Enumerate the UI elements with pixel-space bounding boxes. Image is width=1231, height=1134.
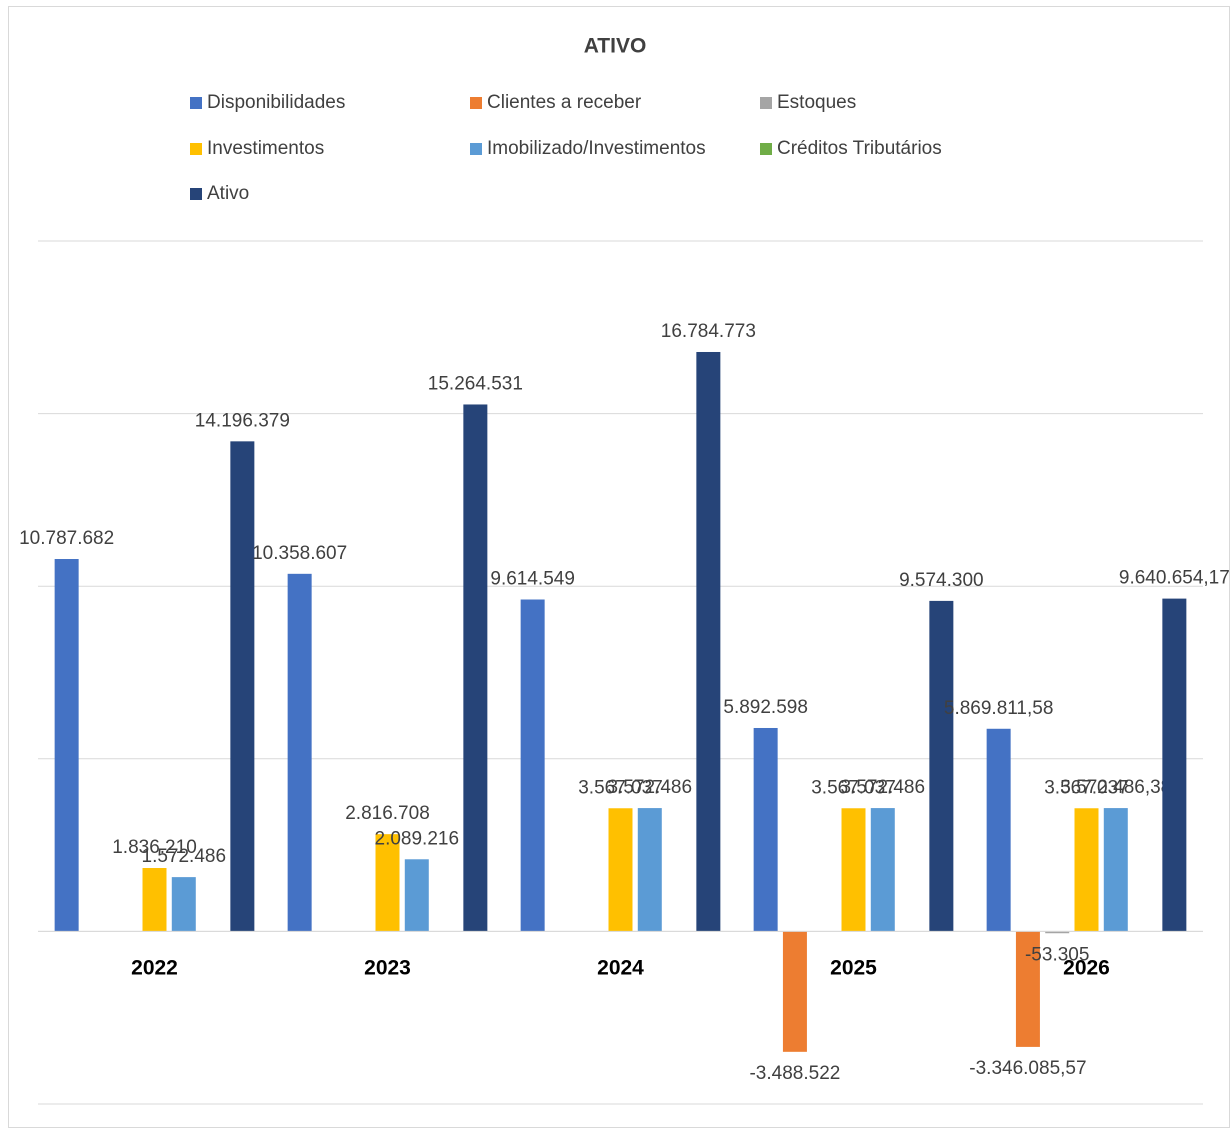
legend-swatch bbox=[190, 143, 202, 155]
data-label: 14.196.379 bbox=[195, 410, 290, 431]
data-label: 1.572.486 bbox=[142, 846, 227, 867]
legend-label: Investimentos bbox=[207, 138, 324, 159]
legend-label: Ativo bbox=[207, 183, 249, 204]
data-label: 10.787.682 bbox=[19, 528, 114, 549]
bar bbox=[782, 931, 807, 1052]
legend-label: Créditos Tributários bbox=[777, 138, 942, 159]
bar bbox=[608, 808, 633, 932]
bar bbox=[142, 868, 167, 932]
legend-swatch bbox=[760, 143, 772, 155]
x-tick-label: 2022 bbox=[131, 957, 178, 980]
data-label: 2.089.216 bbox=[375, 828, 460, 849]
bar bbox=[54, 559, 79, 932]
bar bbox=[463, 404, 488, 932]
legend-label: Imobilizado/Investimentos bbox=[487, 138, 706, 159]
data-label: -3.488.522 bbox=[749, 1063, 840, 1084]
bar bbox=[841, 808, 866, 932]
bar bbox=[230, 441, 255, 932]
bar bbox=[171, 877, 196, 932]
legend-label: Clientes a receber bbox=[487, 92, 642, 113]
bar bbox=[404, 859, 429, 932]
bar bbox=[1074, 808, 1099, 932]
bar bbox=[753, 727, 778, 932]
bar bbox=[1015, 931, 1040, 1047]
bar bbox=[287, 573, 312, 932]
data-label: 2.816.708 bbox=[345, 803, 430, 824]
data-label: 9.640.654,17 bbox=[1119, 568, 1230, 589]
data-label: 3.567.037 bbox=[1044, 777, 1129, 798]
bar bbox=[637, 808, 662, 932]
bar bbox=[986, 728, 1011, 932]
data-label: -3.346.085,57 bbox=[969, 1058, 1086, 1079]
legend-swatch bbox=[190, 97, 202, 109]
x-tick-label: 2023 bbox=[364, 957, 411, 980]
data-label: 16.784.773 bbox=[661, 321, 756, 342]
legend-swatch bbox=[470, 143, 482, 155]
bar bbox=[1103, 808, 1128, 932]
bar bbox=[375, 834, 400, 932]
data-label: 3.567.037 bbox=[811, 777, 896, 798]
legend-label: Estoques bbox=[777, 92, 856, 113]
data-label: 9.614.549 bbox=[490, 569, 575, 590]
data-label: 3.572.486 bbox=[608, 777, 693, 798]
chart-title: ATIVO bbox=[584, 35, 647, 58]
data-label: 15.264.531 bbox=[428, 373, 523, 394]
legend-label: Disponibilidades bbox=[207, 92, 345, 113]
data-label: 9.574.300 bbox=[899, 570, 984, 591]
data-label: 5.869.811,58 bbox=[944, 698, 1054, 719]
bar bbox=[696, 351, 721, 932]
bar bbox=[870, 808, 895, 932]
data-label: 1.836.210 bbox=[112, 837, 197, 858]
data-label: 3.567.037 bbox=[578, 777, 663, 798]
data-label: 10.358.607 bbox=[252, 543, 347, 564]
bar bbox=[1162, 598, 1187, 932]
legend-swatch bbox=[470, 97, 482, 109]
x-tick-label: 2026 bbox=[1063, 957, 1110, 980]
data-label: 3.572.486 bbox=[841, 777, 926, 798]
bar bbox=[929, 600, 954, 932]
legend-swatch bbox=[760, 97, 772, 109]
legend-swatch bbox=[190, 188, 202, 200]
data-label: -53.305 bbox=[1025, 944, 1089, 965]
x-tick-label: 2025 bbox=[830, 957, 877, 980]
x-tick-label: 2024 bbox=[597, 957, 644, 980]
bar bbox=[520, 599, 545, 932]
data-label: 5.892.598 bbox=[723, 697, 808, 718]
data-label: 3.572.486,38 bbox=[1060, 777, 1171, 798]
bar bbox=[1045, 931, 1070, 934]
